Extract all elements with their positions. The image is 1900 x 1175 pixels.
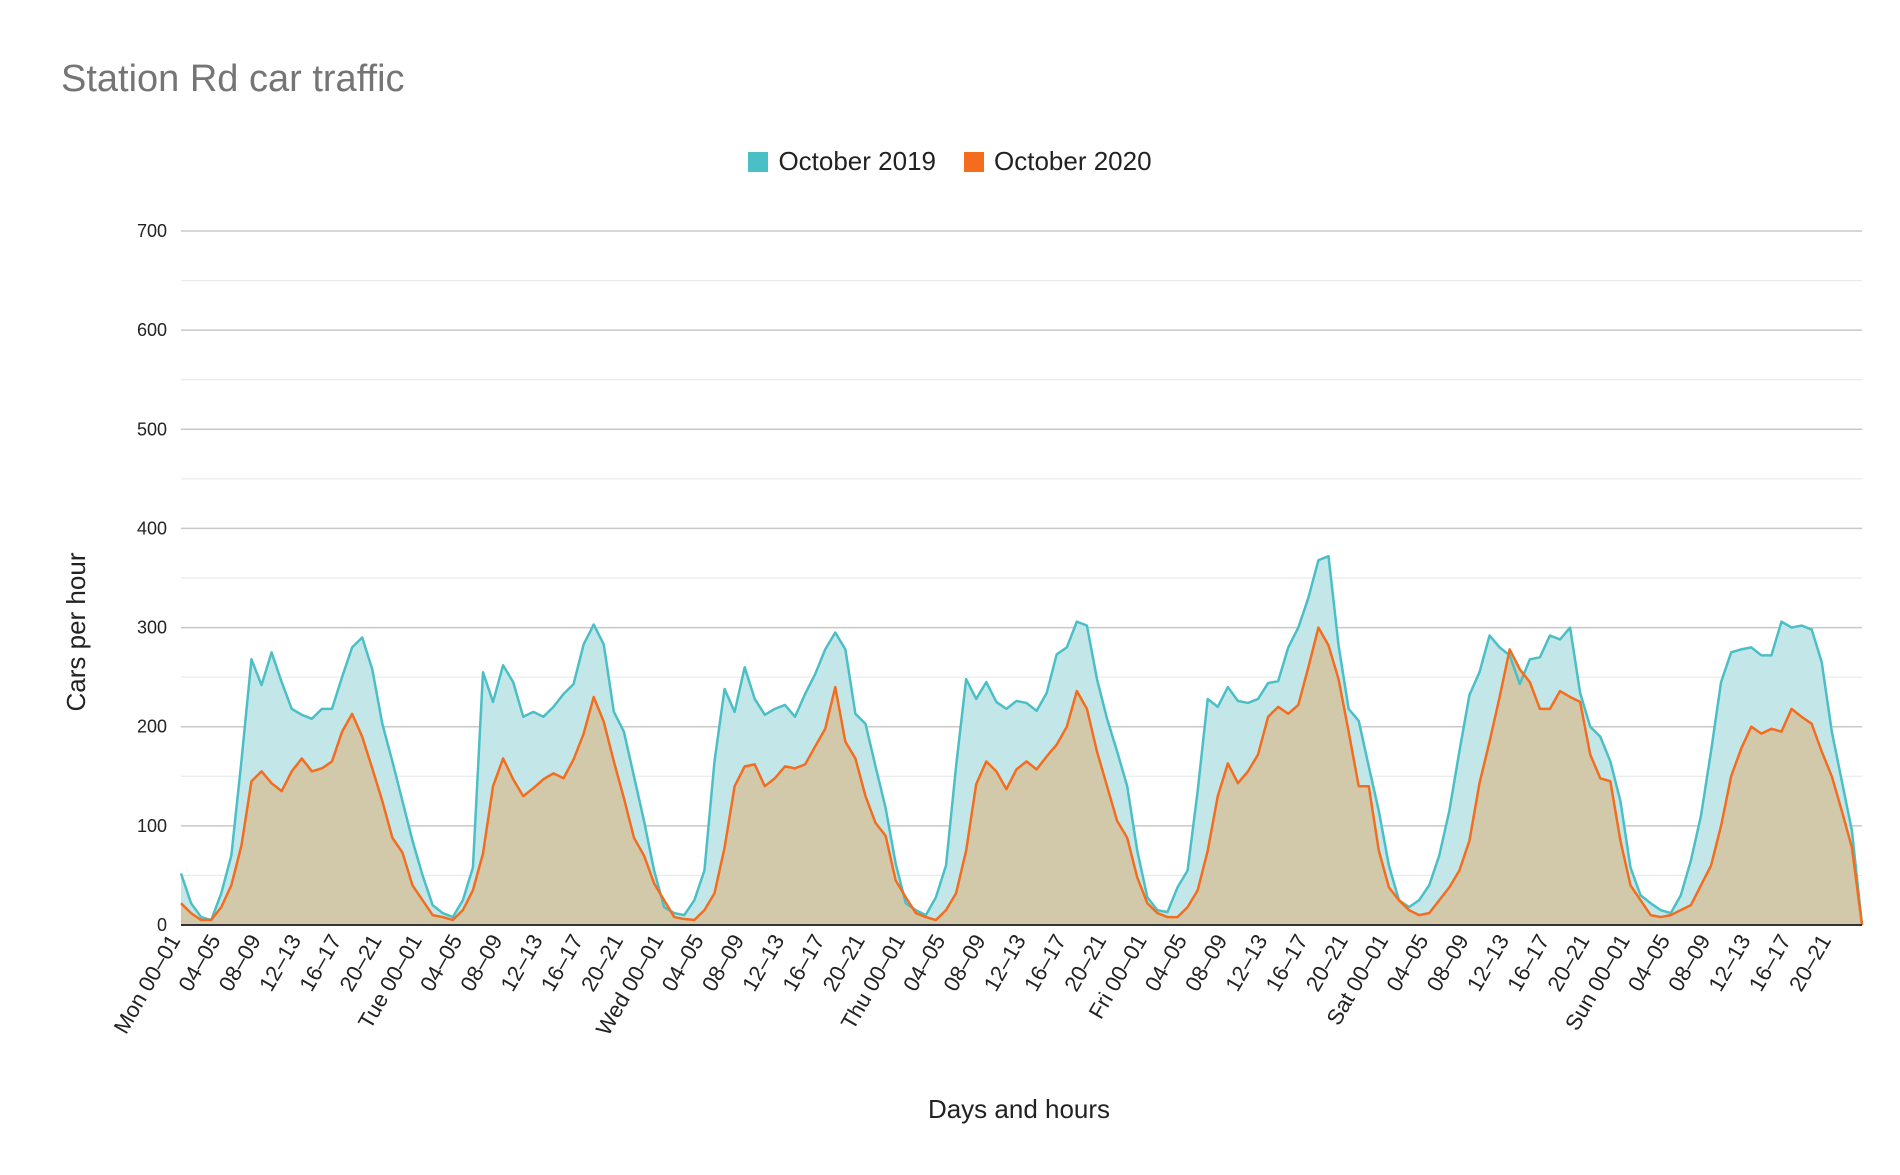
y-tick-label: 300 [137,618,167,638]
legend-item-2019[interactable]: October 2019 [748,146,936,177]
series-areas [181,556,1862,925]
x-tick-label: 20–21 [1784,930,1836,995]
y-tick-label: 100 [137,816,167,836]
legend-swatch-2020 [964,151,984,172]
legend-swatch-2019 [748,151,769,172]
chart-title: Station Rd car traffic [61,58,405,100]
series-line-1[interactable] [180,626,1864,926]
y-tick-label: 600 [137,320,167,340]
legend: October 2019 October 2020 [0,146,1900,177]
legend-label-2019: October 2019 [778,146,936,176]
y-tick-label: 500 [137,419,167,439]
y-tick-label: 0 [157,915,167,935]
y-tick-label: 400 [137,518,167,538]
series-area-1 [181,627,1862,925]
legend-label-2020: October 2020 [994,146,1152,176]
series-lines [179,554,1864,926]
legend-item-2020[interactable]: October 2020 [964,146,1152,177]
y-tick-label: 200 [137,717,167,737]
x-axis-label: Days and hours [928,1094,1110,1124]
y-axis-label: Cars per hour [61,552,91,711]
series-line-0[interactable] [179,554,1864,926]
y-tick-label: 700 [137,221,167,241]
